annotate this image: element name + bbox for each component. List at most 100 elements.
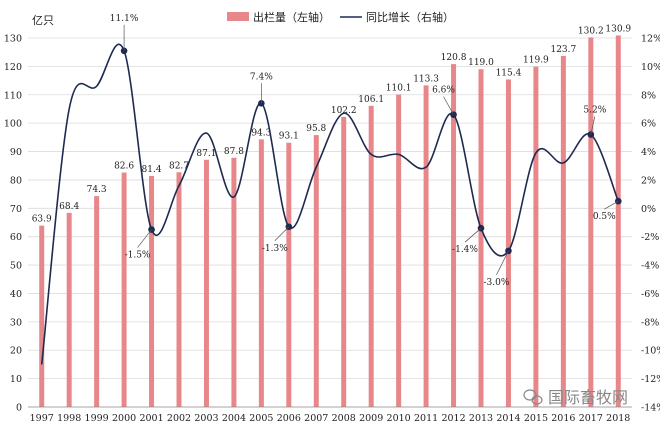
bar — [588, 37, 594, 407]
bar-value-label: 106.1 — [358, 95, 384, 105]
left-tick-label: 30 — [10, 317, 22, 328]
annotation-leader — [274, 226, 290, 242]
x-tick-label: 2015 — [524, 413, 548, 424]
x-tick-label: 2010 — [387, 413, 411, 424]
left-tick-label: 40 — [10, 289, 22, 300]
right-tick-label: -6% — [641, 289, 659, 300]
x-tick-label: 2001 — [139, 413, 163, 424]
x-tick-label: 1998 — [57, 413, 81, 424]
bar-value-label: 120.8 — [441, 53, 467, 63]
bar — [451, 64, 457, 408]
bar-value-label: 130.9 — [605, 24, 631, 34]
bar-value-label: 110.1 — [386, 83, 412, 93]
x-tick-label: 1997 — [30, 413, 54, 424]
growth-annotation: -1.4% — [452, 245, 478, 255]
x-tick-label: 2014 — [496, 413, 520, 424]
left-tick-label: 0 — [16, 403, 22, 414]
bar — [313, 135, 319, 407]
x-tick-label: 2008 — [332, 413, 356, 424]
annotation-leader — [137, 229, 152, 248]
bar — [66, 212, 72, 407]
bar-value-label: 87.1 — [196, 149, 216, 159]
left-tick-label: 120 — [4, 62, 22, 73]
bar — [176, 172, 182, 407]
x-tick-label: 2007 — [304, 413, 328, 424]
growth-line — [40, 43, 620, 365]
x-tick-label: 2018 — [606, 413, 630, 424]
watermark: 国际畜牧网 — [523, 388, 628, 407]
legend-bar-swatch — [227, 12, 249, 21]
x-tick-label: 2002 — [167, 413, 191, 424]
right-tick-label: 10% — [641, 62, 660, 73]
left-tick-label: 20 — [10, 346, 22, 357]
growth-annotation: 5.2% — [583, 106, 606, 116]
bar — [560, 55, 566, 407]
bar — [505, 79, 511, 408]
right-tick-label: 4% — [641, 147, 656, 158]
bar — [478, 69, 484, 407]
x-tick-label: 2004 — [222, 413, 246, 424]
annotation-leader — [464, 227, 482, 243]
bar — [203, 159, 209, 407]
bar — [341, 116, 347, 407]
x-tick-label: 2017 — [579, 413, 603, 424]
bar-value-label: 87.8 — [224, 147, 244, 157]
right-tick-label: -8% — [641, 317, 659, 328]
right-tick-label: -12% — [641, 374, 660, 385]
bar — [615, 35, 621, 408]
bar-value-label: 82.6 — [114, 162, 134, 172]
x-tick-label: 1999 — [85, 413, 109, 424]
left-axis-unit: 亿只 — [32, 14, 54, 27]
x-tick-label: 2005 — [249, 413, 273, 424]
right-tick-label: 2% — [641, 175, 656, 186]
bar-value-label: 119.9 — [523, 56, 549, 66]
left-tick-label: 130 — [4, 34, 22, 45]
bar — [286, 142, 292, 407]
bar-value-label: 94.3 — [251, 128, 271, 138]
x-axis-ticks: 1997 1998 1999 2000 2001 2002 2003 2004 2005 2006… — [30, 413, 631, 424]
right-tick-label: -2% — [641, 232, 659, 243]
annotation-leader — [443, 96, 454, 115]
bar-value-label: 130.2 — [578, 26, 604, 36]
wechat-icon — [523, 389, 543, 405]
left-tick-label: 70 — [10, 204, 22, 215]
right-tick-label: -14% — [641, 403, 660, 414]
right-tick-label: 12% — [641, 34, 660, 45]
x-tick-label: 2009 — [359, 413, 383, 424]
bar-value-label: 119.0 — [468, 58, 494, 68]
bars — [39, 35, 621, 408]
left-tick-label: 100 — [4, 119, 22, 130]
bar — [231, 157, 237, 407]
bar-value-label: 81.4 — [142, 165, 162, 175]
bar-value-label: 68.4 — [59, 202, 79, 212]
bar — [396, 94, 402, 407]
left-tick-label: 10 — [10, 374, 22, 385]
left-tick-label: 80 — [10, 175, 22, 186]
x-tick-label: 2013 — [469, 413, 493, 424]
x-tick-label: 2003 — [194, 413, 218, 424]
x-tick-label: 2016 — [551, 413, 575, 424]
bar-value-label: 95.8 — [306, 124, 326, 134]
right-tick-label: 8% — [641, 90, 656, 101]
left-tick-label: 50 — [10, 261, 22, 272]
right-tick-label: -10% — [641, 346, 660, 357]
left-tick-label: 110 — [4, 90, 22, 101]
bar-value-label: 115.4 — [496, 68, 522, 78]
left-tick-label: 60 — [10, 232, 22, 243]
left-tick-label: 90 — [10, 147, 22, 158]
growth-annotations: 11.1% -1.5% 7.4% -1.3% 6.6% -1.4% -3.0% 5.2% 0.5… — [110, 14, 619, 288]
x-tick-label: 2012 — [441, 413, 465, 424]
bar — [258, 139, 264, 408]
bar — [533, 66, 539, 408]
right-axis-ticks: -14% -12% -10% -8% -6% -4% -2% 0% 2% 4% 6% 8% 10% 12% — [641, 34, 660, 414]
bar-value-labels: 63.9 68.4 74.3 82.6 81.4 82.7 87.1 87.8 94.3 93.1… — [32, 24, 632, 224]
growth-marker — [450, 111, 457, 118]
bar — [149, 175, 155, 407]
right-tick-label: -4% — [641, 261, 659, 272]
bar-value-label: 102.2 — [331, 106, 357, 116]
bar — [121, 172, 127, 407]
bar — [39, 225, 45, 407]
bar-value-label: 74.3 — [87, 185, 107, 195]
bar-value-label: 63.9 — [32, 215, 52, 225]
bar-value-label: 113.3 — [413, 74, 439, 84]
